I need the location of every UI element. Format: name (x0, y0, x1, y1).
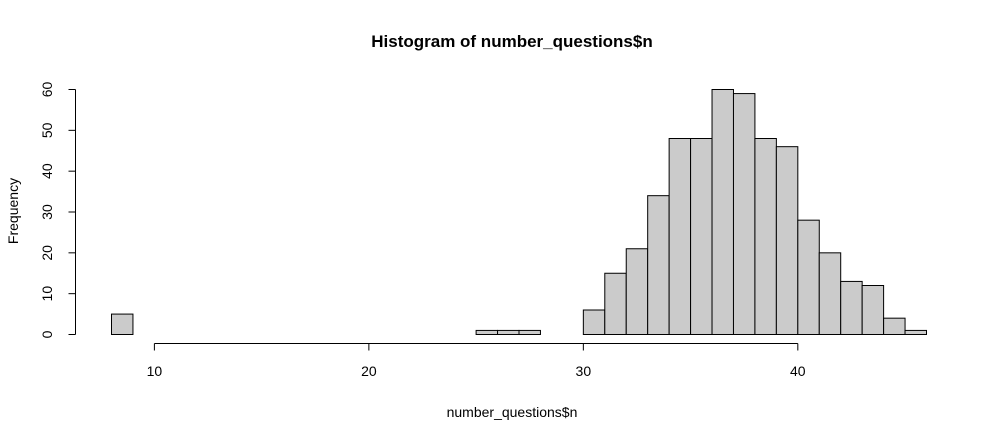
y-tick-label-40: 40 (39, 163, 55, 179)
histogram-bar-31 (775, 146, 799, 335)
histogram-bar-35 (861, 285, 885, 335)
x-axis-label: number_questions$n (447, 404, 578, 420)
x-tick-label-20: 20 (361, 363, 377, 379)
histogram-bar-0 (111, 313, 134, 335)
y-tick-label-0: 0 (39, 330, 55, 338)
histogram-bar-26 (668, 138, 692, 335)
histogram-bar-22 (582, 309, 606, 335)
histogram-bar-18 (497, 329, 520, 336)
y-tick-label-50: 50 (39, 122, 55, 138)
histogram-bar-28 (711, 89, 734, 335)
x-axis: 10 20 30 40 (147, 343, 806, 379)
histogram-bar-37 (904, 329, 927, 336)
x-tick-label-30: 30 (576, 363, 592, 379)
histogram-bar-23 (604, 272, 627, 335)
chart-title: Histogram of number_questions$n (371, 32, 652, 51)
histogram-bar-29 (732, 93, 756, 335)
y-tick-label-30: 30 (39, 204, 55, 220)
histogram-bar-33 (818, 252, 842, 335)
x-tick-label-10: 10 (147, 363, 163, 379)
histogram-bar-34 (840, 280, 863, 336)
histogram-bar-32 (797, 219, 820, 335)
y-axis-label: Frequency (5, 178, 21, 244)
y-tick-label-10: 10 (39, 286, 55, 302)
histogram-bar-24 (625, 248, 649, 335)
histogram-bar-19 (518, 329, 541, 336)
histogram-bar-36 (883, 317, 906, 336)
histogram-bar-27 (690, 138, 713, 335)
x-tick-label-40: 40 (790, 363, 806, 379)
histogram-bar-30 (754, 138, 777, 335)
y-axis: 0 10 20 30 40 50 60 (39, 82, 76, 338)
histogram-bar-25 (647, 195, 670, 335)
y-tick-label-60: 60 (39, 82, 55, 98)
y-tick-label-20: 20 (39, 245, 55, 261)
bars-group (111, 89, 927, 336)
histogram-bar-17 (475, 329, 499, 336)
